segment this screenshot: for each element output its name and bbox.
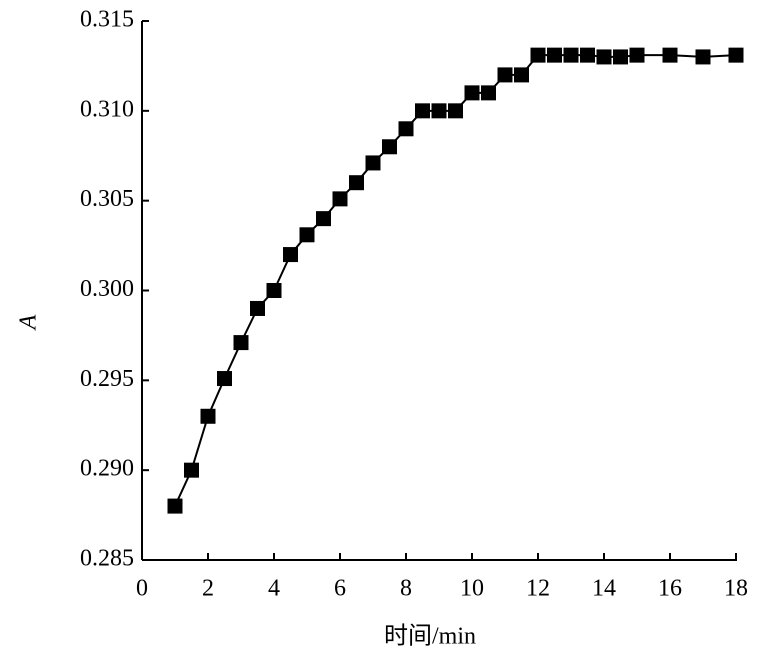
marker [662,47,678,63]
marker [514,67,529,83]
marker [398,121,414,137]
marker [563,47,579,63]
marker [431,103,447,119]
y-axis-label: A [16,314,42,331]
marker [728,47,744,63]
marker [266,283,282,298]
line [174,54,737,507]
x-tick-label: 8 [400,576,412,602]
marker [233,335,249,351]
x-tick-label: 10 [460,576,484,602]
x-tick-label: 18 [724,576,748,602]
y-tick-label: 0.315 [80,7,134,33]
marker [332,191,348,207]
marker [596,49,612,65]
marker [530,47,546,63]
marker [283,247,298,263]
x-tick-label: 12 [526,576,550,602]
marker [250,300,265,316]
y-tick-label: 0.300 [80,276,134,302]
x-tick-label: 2 [202,576,214,602]
marker [613,49,628,65]
marker [629,47,645,63]
x-tick-label: 14 [592,576,616,602]
x-tick-label: 16 [658,576,682,602]
marker [415,103,430,119]
y-tick-label: 0.295 [80,366,134,392]
marker [695,49,711,65]
marker [349,175,364,191]
marker [497,67,513,83]
y-tick-label: 0.290 [80,456,134,482]
marker [217,371,232,387]
marker [184,462,199,478]
y-tick-label: 0.305 [80,186,134,212]
marker [464,85,480,101]
marker [167,498,183,514]
marker [200,408,216,424]
y-tick-label: 0.285 [80,546,134,572]
marker [547,47,562,63]
marker [382,139,397,155]
marker [316,211,331,227]
y-tick-label: 0.310 [80,96,134,122]
x-tick-label: 6 [334,576,346,602]
x-axis-label: 时间/min [384,623,476,650]
x-tick-label: 4 [268,576,280,602]
marker [481,85,496,101]
marker [365,155,381,171]
x-tick-label: 0 [136,576,148,602]
marker [580,47,595,63]
marker [299,227,315,243]
marker [448,103,463,119]
